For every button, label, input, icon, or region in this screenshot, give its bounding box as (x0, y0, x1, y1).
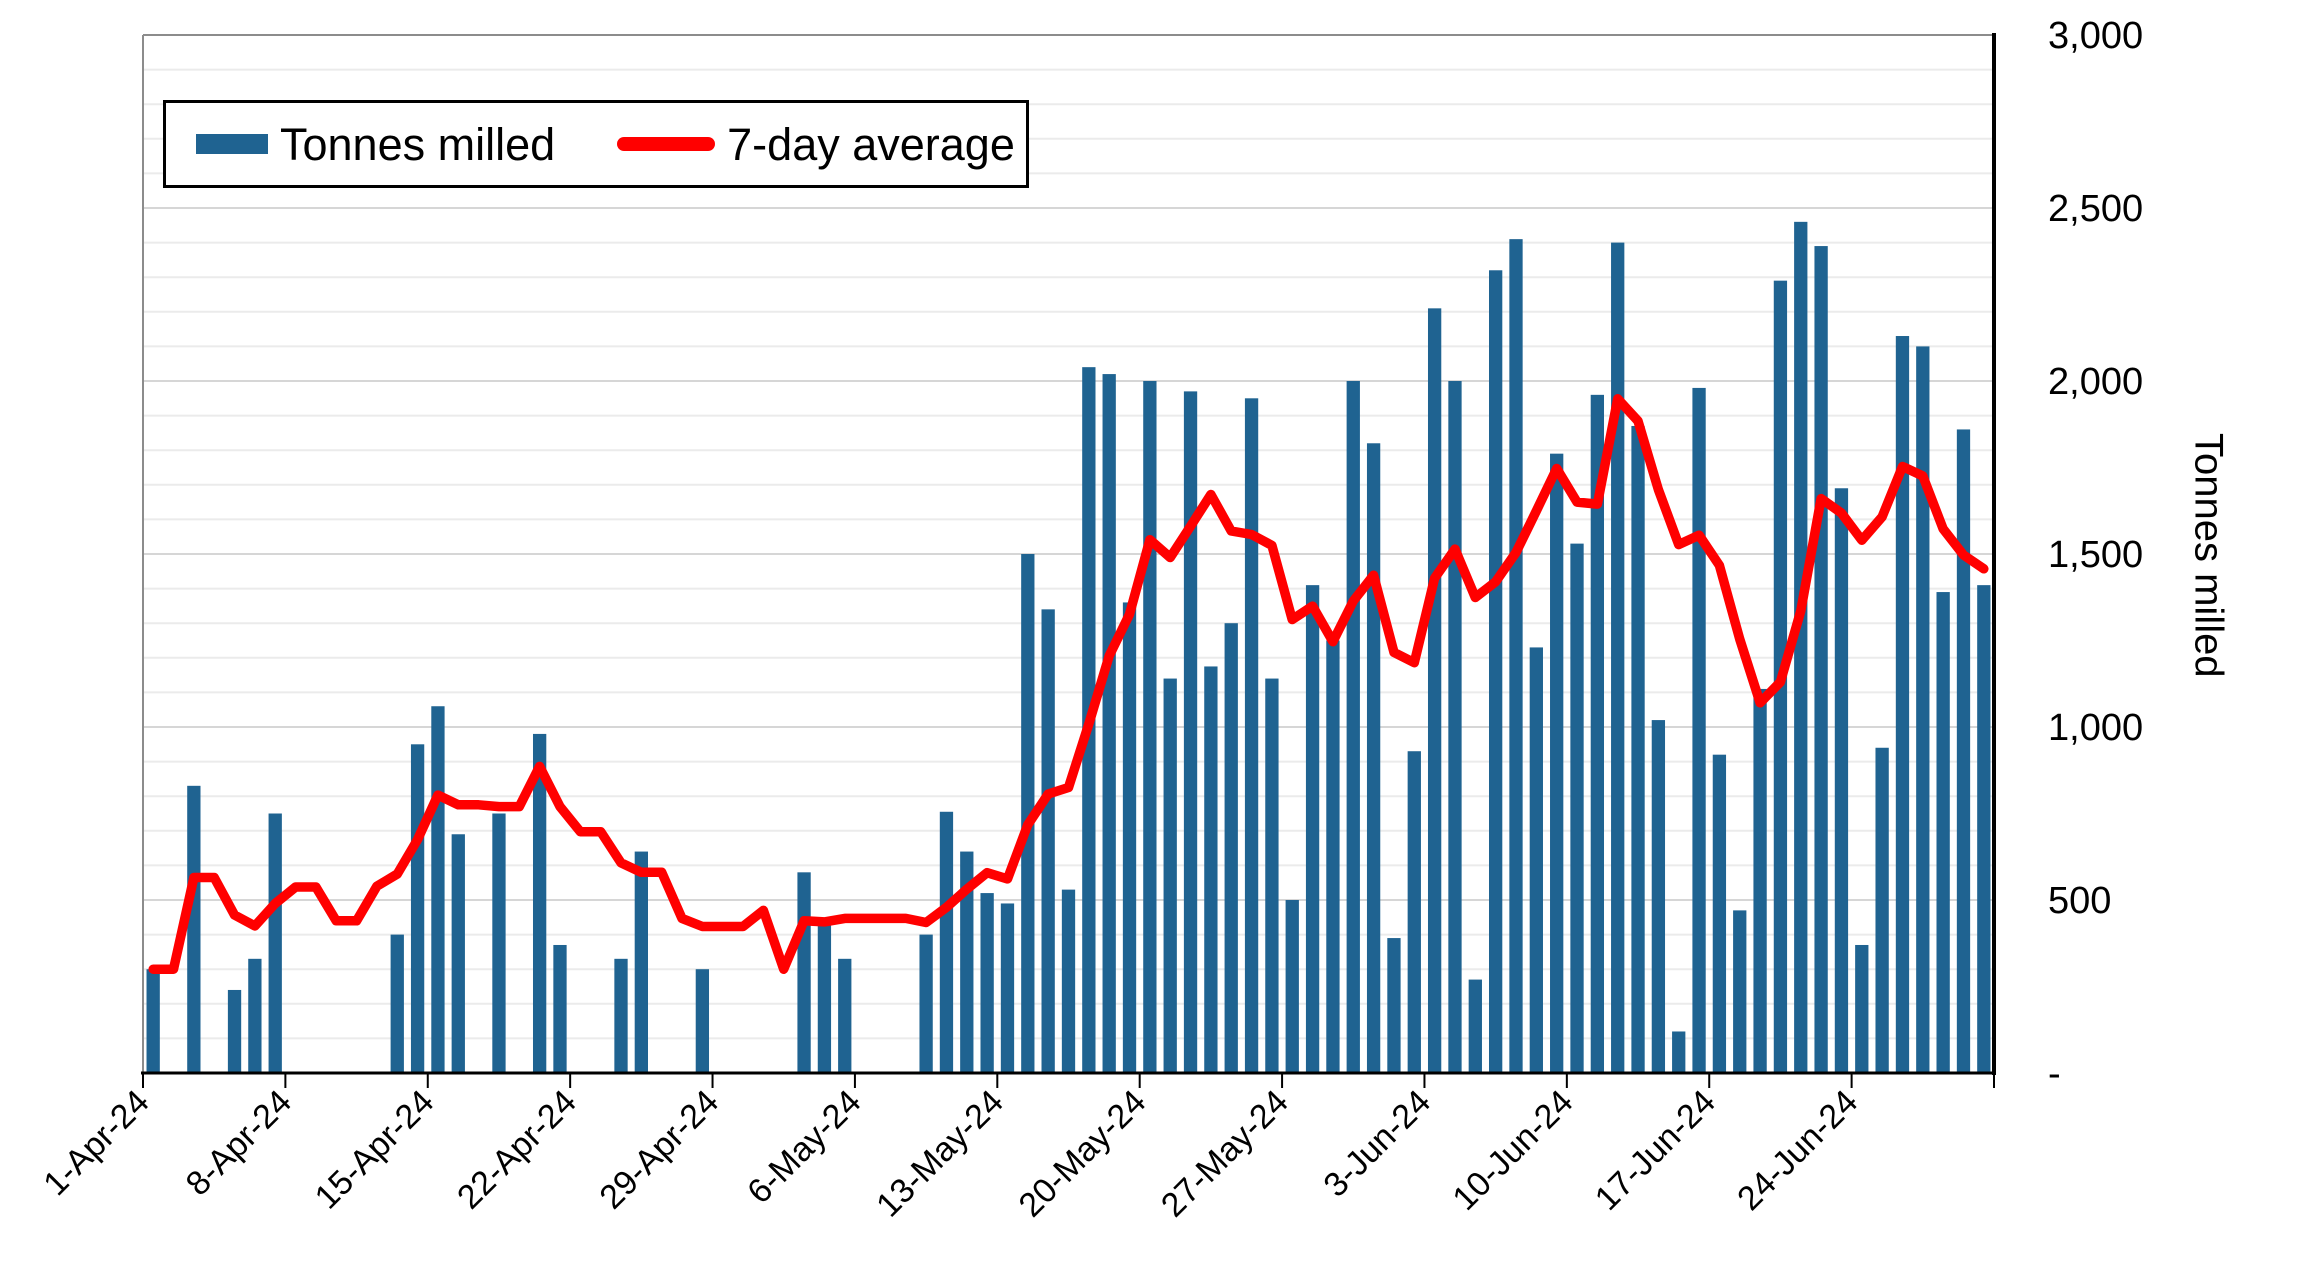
y-tick-label: 1,500 (2048, 534, 2143, 576)
legend-label-tonnes-milled: Tonnes milled (280, 118, 556, 170)
y-tick-label: 2,000 (2048, 361, 2143, 403)
y-tick-label: 500 (2048, 880, 2111, 922)
y-tick-label: - (2048, 1053, 2061, 1095)
x-tick-label: 29-Apr-24 (592, 1083, 726, 1217)
x-tick-label: 20-May-24 (1012, 1083, 1154, 1225)
legend-item-7day-average: 7-day average (617, 122, 1015, 167)
legend-label-7day-average: 7-day average (727, 118, 1015, 170)
legend: Tonnes milled 7-day average (163, 100, 1029, 188)
y-axis-title: Tonnes milled (2186, 432, 2231, 678)
x-tick-label: 1-Apr-24 (36, 1083, 156, 1203)
y-tick-label: 1,000 (2048, 707, 2143, 749)
x-tick-label: 22-Apr-24 (450, 1083, 584, 1217)
y-tick-label: 2,500 (2048, 188, 2143, 230)
x-tick-label: 17-Jun-24 (1588, 1083, 1723, 1218)
legend-swatch-line (617, 137, 716, 151)
legend-swatch-bar (196, 134, 268, 154)
x-tick-label: 10-Jun-24 (1445, 1083, 1580, 1218)
x-tick-label: 13-May-24 (869, 1083, 1011, 1225)
x-tick-label: 27-May-24 (1154, 1083, 1296, 1225)
legend-item-tonnes-milled: Tonnes milled (196, 122, 555, 167)
x-tick-label: 3-Jun-24 (1316, 1083, 1438, 1205)
x-tick-label: 15-Apr-24 (308, 1083, 442, 1217)
x-tick-label: 8-Apr-24 (179, 1083, 299, 1203)
x-tick-label: 24-Jun-24 (1730, 1083, 1865, 1218)
x-tick-label: 6-May-24 (740, 1083, 868, 1211)
y-tick-label: 3,000 (2048, 15, 2143, 57)
